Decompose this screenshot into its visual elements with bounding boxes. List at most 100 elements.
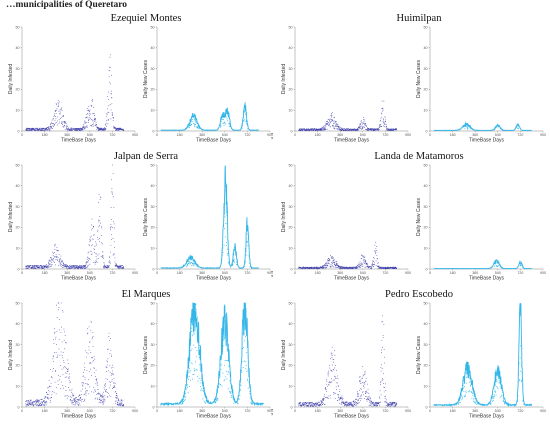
data-point	[239, 395, 241, 397]
data-point	[66, 367, 67, 369]
data-point	[246, 254, 248, 256]
data-point	[87, 108, 89, 109]
x-axis-label: TimeBase Days	[469, 414, 505, 420]
data-point	[101, 395, 103, 396]
data-point	[328, 260, 329, 262]
data-point	[32, 267, 34, 269]
data-point	[62, 124, 63, 126]
data-point	[371, 130, 373, 132]
data-point	[90, 368, 91, 370]
data-point	[71, 266, 72, 268]
data-point	[111, 379, 113, 381]
data-point	[227, 254, 229, 256]
data-point	[99, 199, 101, 200]
data-point	[74, 404, 76, 406]
data-point	[373, 128, 374, 130]
data-point	[332, 260, 334, 261]
data-point	[77, 128, 79, 130]
data-point	[364, 383, 366, 385]
data-point	[394, 405, 396, 407]
data-point	[26, 129, 28, 130]
data-point	[323, 127, 325, 129]
data-point	[310, 267, 312, 269]
data-point	[72, 401, 74, 403]
data-point	[323, 265, 325, 267]
data-point	[470, 391, 472, 393]
data-point	[465, 390, 467, 392]
data-point	[378, 128, 380, 130]
data-point	[490, 402, 492, 404]
data-point	[197, 380, 199, 382]
data-point	[188, 263, 190, 265]
series-marks	[25, 302, 125, 407]
data-point	[94, 398, 96, 400]
data-point	[58, 111, 60, 112]
data-point	[320, 404, 322, 406]
data-point	[54, 115, 55, 116]
data-point	[54, 120, 56, 121]
data-point	[333, 126, 335, 127]
data-point	[300, 405, 302, 407]
data-point	[87, 353, 89, 355]
data-point	[51, 377, 53, 379]
data-point	[83, 122, 85, 124]
data-point	[377, 128, 379, 129]
data-point	[99, 129, 101, 131]
data-point	[119, 129, 121, 131]
data-point	[183, 399, 185, 401]
data-point	[302, 128, 304, 130]
data-point	[392, 405, 394, 407]
data-point	[306, 129, 307, 130]
x-tick-label: 360	[64, 271, 70, 275]
data-point	[74, 401, 75, 402]
data-point	[40, 402, 41, 404]
y-tick-label: 30	[151, 67, 155, 71]
data-point	[361, 366, 363, 367]
y-axis-label: Daily Infected	[8, 202, 14, 233]
data-point	[54, 328, 55, 329]
data-point	[44, 265, 46, 267]
data-point	[96, 261, 98, 263]
data-point	[67, 128, 69, 130]
data-point	[90, 229, 92, 231]
data-point	[356, 266, 357, 268]
data-point	[374, 262, 375, 264]
data-point	[27, 265, 29, 267]
data-point	[362, 123, 363, 125]
data-point	[367, 129, 369, 131]
data-point	[317, 129, 319, 131]
data-point	[361, 378, 363, 379]
data-point	[519, 362, 521, 364]
data-point	[331, 357, 333, 358]
data-point	[371, 129, 373, 130]
data-point	[374, 251, 376, 252]
data-point	[372, 402, 374, 404]
data-point	[72, 404, 74, 405]
data-point	[82, 126, 83, 128]
x-tick-label: 540	[495, 409, 501, 413]
data-point	[38, 405, 39, 407]
data-point	[86, 121, 88, 123]
x-tick-label: 720	[517, 133, 523, 137]
data-point	[336, 124, 338, 126]
data-point	[358, 264, 360, 265]
data-point	[332, 120, 334, 122]
data-point	[122, 405, 123, 406]
data-point	[378, 266, 379, 268]
data-point	[301, 404, 303, 405]
data-point	[349, 268, 351, 270]
municipality-title: El Marques	[122, 289, 171, 300]
data-point	[336, 382, 338, 384]
data-point	[393, 267, 395, 268]
data-point	[225, 376, 227, 378]
data-point	[104, 265, 106, 266]
data-point	[375, 241, 376, 243]
data-point	[327, 123, 329, 125]
data-point	[56, 304, 57, 306]
data-point	[83, 401, 85, 402]
data-point	[385, 129, 387, 131]
data-point	[60, 264, 61, 266]
data-point	[192, 118, 194, 120]
data-point	[62, 126, 64, 127]
data-point	[335, 121, 337, 122]
